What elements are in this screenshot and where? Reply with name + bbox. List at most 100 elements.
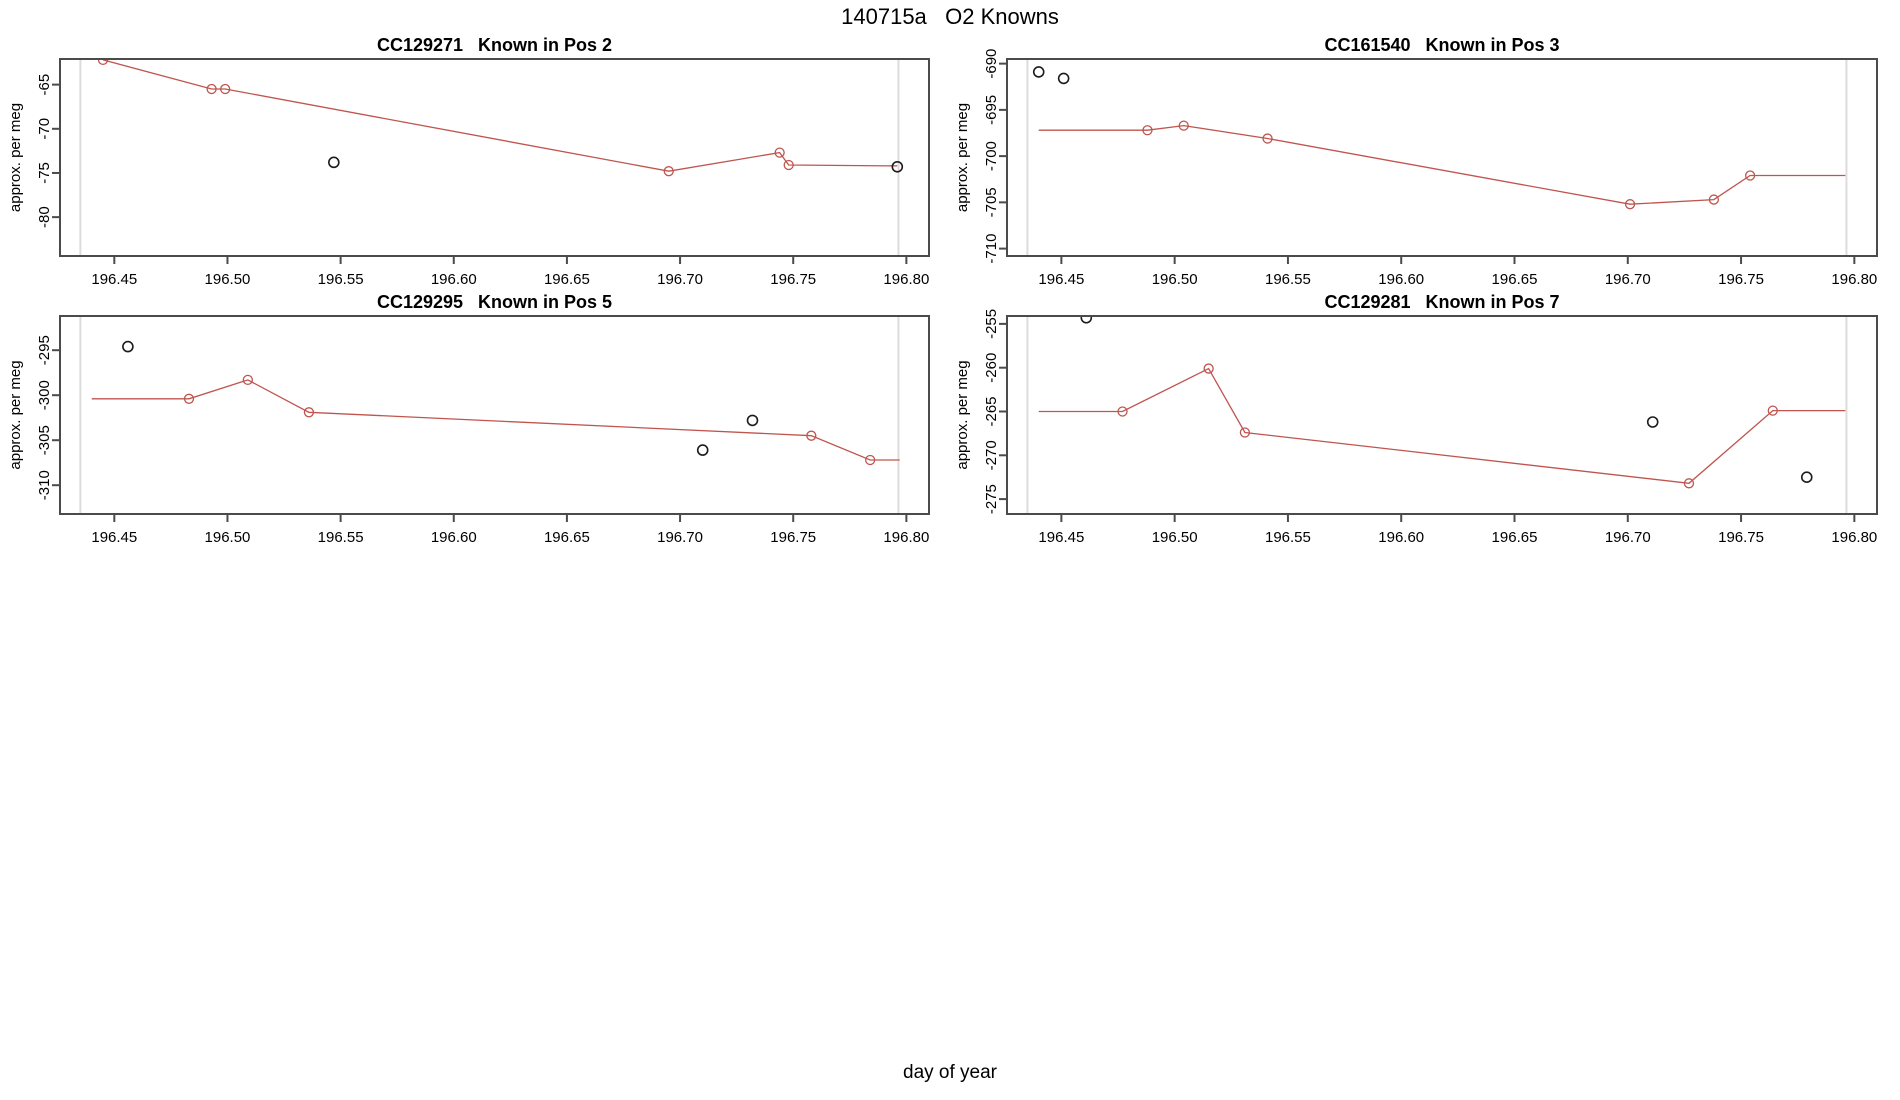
- outlier-point: [1800, 471, 1813, 484]
- y-axis-label: approx. per meg: [7, 360, 24, 469]
- charts-area: 196.45 196.50 196.55 196.60 196.65 196.70 196.…: [7, 35, 1878, 546]
- y-tick-label: -75: [36, 162, 53, 184]
- outlier-point: [1646, 416, 1659, 428]
- panel-title: CC129281 Known in Pos 7: [1324, 292, 1559, 312]
- panel-bottom-left: 196.45 196.50 196.55 196.60 196.65 196.70 196.…: [7, 292, 930, 546]
- x-tick-label: 196.55: [1265, 271, 1311, 288]
- panel-title: CC129271 Known in Pos 2: [377, 35, 612, 55]
- series-point: [783, 159, 794, 171]
- outlier-point: [891, 160, 904, 173]
- series-point: [242, 374, 253, 386]
- x-tick-label: 196.55: [318, 529, 364, 546]
- outlier-point: [1032, 66, 1045, 78]
- series-line: [91, 379, 900, 461]
- y-tick-label: -700: [983, 141, 1000, 171]
- x-tick-label: 196.70: [657, 271, 703, 288]
- x-tick-label: 196.80: [883, 271, 929, 288]
- y-tick-label: -275: [983, 484, 1000, 514]
- y-tick-label: -695: [983, 95, 1000, 125]
- y-axis-label: approx. per meg: [954, 360, 971, 469]
- plot-border: [59, 58, 930, 257]
- y-tick-label: -705: [983, 187, 1000, 217]
- x-tick-label: 196.45: [91, 529, 137, 546]
- y-tick-label: -270: [983, 440, 1000, 470]
- y-tick-label: -265: [983, 396, 1000, 426]
- x-tick-label: 196.45: [1038, 529, 1084, 546]
- x-tick-label: 196.55: [318, 271, 364, 288]
- outlier-point: [122, 340, 134, 353]
- panel-top-right: 196.45 196.50 196.55 196.60 196.65 196.70 196.…: [954, 35, 1878, 288]
- x-tick-label: 196.60: [431, 529, 477, 546]
- x-tick-label: 196.65: [544, 529, 590, 546]
- series-point: [1683, 478, 1695, 489]
- series-point: [1203, 363, 1214, 374]
- outlier-point: [696, 444, 709, 456]
- y-tick-label: -255: [983, 309, 1000, 339]
- outlier-point: [1080, 316, 1093, 324]
- outlier-point: [1057, 72, 1070, 85]
- x-tick-label: 196.45: [91, 271, 137, 288]
- x-tick-label: 196.65: [1492, 529, 1538, 546]
- x-tick-label: 196.65: [544, 271, 590, 288]
- series-point: [1708, 194, 1720, 205]
- x-tick-label: 196.50: [205, 271, 251, 288]
- y-tick-label: -65: [36, 74, 53, 96]
- series-point: [865, 454, 876, 466]
- panel-title: CC161540 Known in Pos 3: [1324, 35, 1559, 55]
- series-point: [806, 430, 817, 441]
- y-tick-label: -310: [36, 470, 53, 500]
- series-point: [1239, 427, 1251, 438]
- x-tick-label: 196.60: [1378, 271, 1424, 288]
- main-title: 140715a O2 Knowns: [841, 4, 1059, 29]
- x-tick-label: 196.80: [883, 529, 929, 546]
- y-tick-label: -70: [36, 118, 53, 140]
- y-tick-label: -295: [36, 335, 53, 365]
- series-point: [774, 147, 785, 158]
- plot-border: [59, 315, 930, 515]
- panel-bottom-right: 196.45 196.50 196.55 196.60 196.65 196.70 196.…: [954, 292, 1878, 546]
- x-tick-label: 196.60: [431, 271, 477, 288]
- series-point: [1117, 406, 1128, 417]
- x-tick-label: 196.70: [1605, 529, 1651, 546]
- series-point: [1178, 120, 1189, 131]
- x-tick-label: 196.75: [770, 271, 816, 288]
- series-point: [303, 407, 315, 418]
- plot-border: [1006, 58, 1878, 257]
- series-line: [1038, 124, 1846, 205]
- outlier-point: [746, 414, 759, 427]
- x-tick-label: 196.45: [1038, 271, 1084, 288]
- series-point: [206, 83, 217, 95]
- charts-canvas: 196.45 196.50 196.55 196.60 196.65 196.70 196.…: [7, 35, 1878, 546]
- series-point: [1262, 133, 1273, 144]
- x-tick-label: 196.65: [1492, 271, 1538, 288]
- series-point: [220, 83, 231, 95]
- x-tick-label: 196.75: [1718, 271, 1764, 288]
- outlier-point: [328, 156, 340, 169]
- x-axis-title: day of year: [903, 1062, 997, 1083]
- series-line: [102, 59, 898, 172]
- series-line: [1038, 367, 1846, 484]
- y-axis-label: approx. per meg: [7, 103, 24, 212]
- y-tick-label: -260: [983, 353, 1000, 383]
- x-tick-label: 196.70: [1605, 271, 1651, 288]
- x-tick-label: 196.50: [1152, 271, 1198, 288]
- x-tick-label: 196.70: [657, 529, 703, 546]
- x-tick-label: 196.75: [1718, 529, 1764, 546]
- x-tick-label: 196.75: [770, 529, 816, 546]
- series-point: [1744, 170, 1756, 181]
- series-point: [1624, 199, 1636, 210]
- y-axis-label: approx. per meg: [954, 103, 971, 212]
- x-tick-label: 196.50: [205, 529, 251, 546]
- plot-border: [1006, 315, 1878, 515]
- series-point: [183, 393, 195, 404]
- y-tick-label: -305: [36, 425, 53, 455]
- series-point: [1142, 125, 1153, 136]
- y-tick-label: -300: [36, 380, 53, 410]
- x-tick-label: 196.60: [1378, 529, 1424, 546]
- series-point: [1767, 405, 1778, 416]
- panel-top-left: 196.45 196.50 196.55 196.60 196.65 196.70 196.…: [7, 35, 930, 288]
- x-tick-label: 196.80: [1831, 271, 1877, 288]
- y-tick-label: -80: [36, 206, 53, 228]
- x-tick-label: 196.50: [1152, 529, 1198, 546]
- x-tick-label: 196.55: [1265, 529, 1311, 546]
